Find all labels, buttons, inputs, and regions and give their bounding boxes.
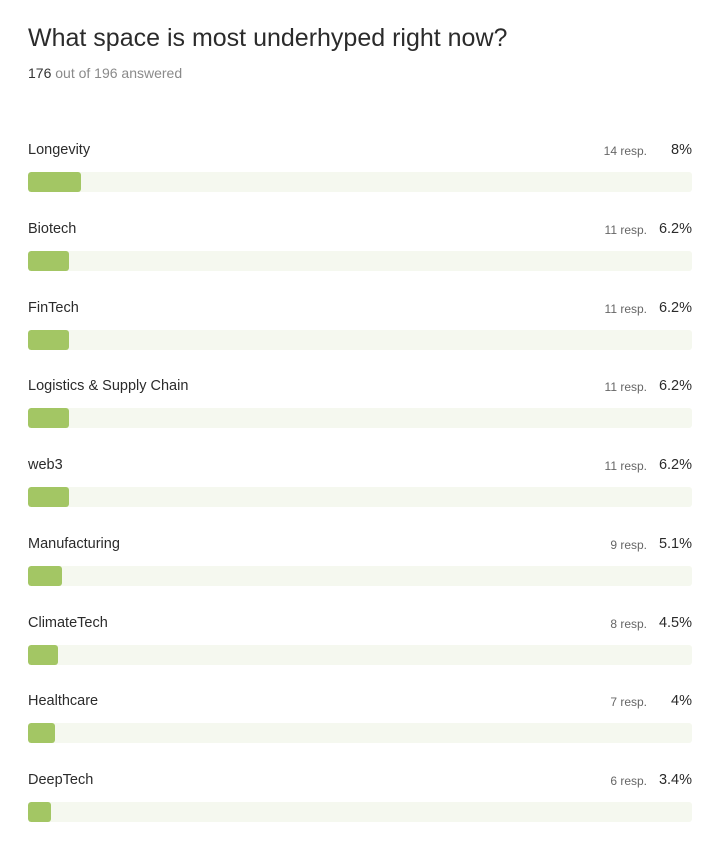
- result-row: Longevity 14 resp. 8%: [28, 138, 692, 217]
- response-count: 7 resp.: [610, 695, 647, 710]
- percent-label: 8%: [671, 142, 692, 158]
- option-label: FinTech: [28, 299, 79, 316]
- result-row: Healthcare 7 resp. 4%: [28, 689, 692, 768]
- response-count: 6 resp.: [610, 774, 647, 788]
- option-label: Manufacturing: [28, 535, 120, 552]
- result-row: FinTech 11 resp. 6.2%: [28, 296, 692, 375]
- response-count: 11 resp.: [604, 222, 647, 237]
- bar-track: [28, 723, 692, 744]
- percent-label: 3.4%: [658, 772, 692, 788]
- response-count: 8 resp.: [610, 616, 647, 631]
- bar: [28, 644, 58, 665]
- option-label: Logistics & Supply Chain: [28, 378, 189, 395]
- bar-track: [28, 408, 692, 429]
- answered-count: 176: [28, 65, 52, 81]
- option-label: ClimateTech: [28, 614, 108, 631]
- result-row: Manufacturing 9 resp. 5.1%: [28, 532, 692, 611]
- percent-label: 4.5%: [658, 614, 692, 631]
- option-label: web3: [28, 457, 63, 473]
- bar: [28, 408, 70, 429]
- answer-summary: 176 out of 196 answered: [28, 64, 182, 82]
- option-label: Healthcare: [28, 693, 99, 710]
- response-count: 11 resp.: [604, 380, 647, 395]
- response-count: 14 resp.: [603, 144, 647, 158]
- percent-label: 6.2%: [658, 378, 692, 395]
- bar-track: [28, 644, 692, 665]
- response-count: 9 resp.: [610, 537, 647, 552]
- percent-label: 6.2%: [658, 457, 692, 473]
- bar-track: [28, 329, 692, 350]
- result-row: Logistics & Supply Chain 11 resp. 6.2%: [28, 374, 692, 453]
- response-count: 11 resp.: [604, 301, 647, 316]
- bar: [28, 802, 51, 822]
- bar: [28, 723, 55, 744]
- result-row: DeepTech 6 resp. 3.4%: [28, 768, 692, 847]
- bar: [28, 250, 70, 271]
- bar-track: [28, 172, 692, 192]
- percent-label: 4%: [671, 693, 692, 710]
- answered-suffix: out of 196 answered: [55, 65, 183, 81]
- bar: [28, 329, 70, 350]
- percent-label: 5.1%: [658, 535, 692, 552]
- result-row: web3 11 resp. 6.2%: [28, 453, 692, 532]
- response-count: 11 resp.: [604, 459, 647, 473]
- result-row: ClimateTech 8 resp. 4.5%: [28, 611, 692, 690]
- results-chart: Longevity 14 resp. 8% Biotech 11 resp. 6.2% Fi…: [28, 138, 692, 847]
- question-title: What space is most underhyped right now?: [28, 24, 508, 52]
- bar: [28, 172, 82, 192]
- option-label: Biotech: [28, 220, 77, 237]
- percent-label: 6.2%: [658, 220, 692, 237]
- bar-track: [28, 802, 692, 822]
- option-label: Longevity: [28, 142, 91, 158]
- result-row: Biotech 11 resp. 6.2%: [28, 217, 692, 296]
- option-label: DeepTech: [28, 772, 94, 788]
- bar-track: [28, 487, 692, 507]
- bar-track: [28, 250, 692, 271]
- percent-label: 6.2%: [658, 299, 692, 316]
- bar: [28, 487, 70, 507]
- bar: [28, 565, 62, 586]
- bar-track: [28, 565, 692, 586]
